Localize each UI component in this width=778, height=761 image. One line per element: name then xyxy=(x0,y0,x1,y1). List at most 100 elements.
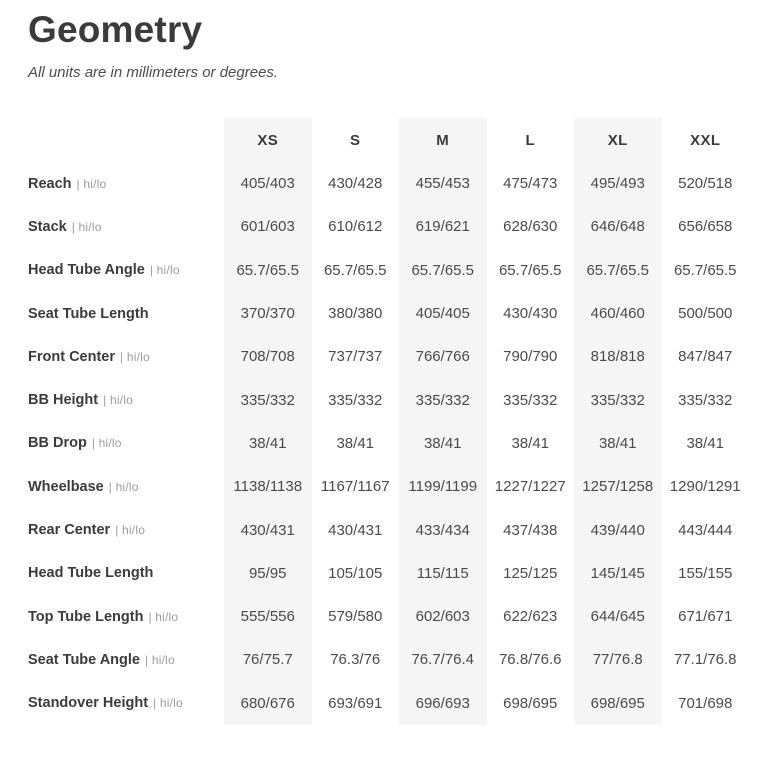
table-cell: 38/41 xyxy=(686,434,725,452)
table-cell: 38/41 xyxy=(224,421,312,466)
row-label-hilo-suffix: | hi/lo xyxy=(120,349,150,364)
row-label: Stack | hi/lo xyxy=(28,205,224,248)
row-label-hilo-suffix: | hi/lo xyxy=(145,652,175,667)
row-label: BB Drop | hi/lo xyxy=(28,422,224,465)
row-label: Seat Tube Angle | hi/lo xyxy=(28,638,224,681)
row-label-hilo-suffix: | hi/lo xyxy=(108,479,139,494)
row-label-hilo-suffix: | hi/lo xyxy=(71,219,102,234)
table-cell: 818/818 xyxy=(574,335,662,379)
table-cell: 370/370 xyxy=(224,291,312,336)
table-cell: 335/332 xyxy=(328,391,383,409)
row-label-hilo-suffix: | hi/lo xyxy=(148,609,179,624)
row-label-hilo-suffix: | hi/lo xyxy=(115,523,146,538)
table-cell: 77/76.8 xyxy=(574,638,662,682)
table-cell: 65.7/65.5 xyxy=(574,248,662,292)
row-label-hilo-suffix: | hi/lo xyxy=(76,176,107,191)
table-cell: 579/580 xyxy=(328,608,383,626)
row-label: Top Tube Length | hi/lo xyxy=(28,595,224,638)
table-cell: 335/332 xyxy=(224,378,312,422)
page-subtitle: All units are in millimeters or degrees. xyxy=(28,64,279,81)
table-cell: 766/766 xyxy=(399,335,487,379)
table-cell: 443/444 xyxy=(678,521,733,539)
table-cell: 38/41 xyxy=(399,421,487,466)
size-header-xs: XS xyxy=(224,118,312,162)
table-cell: 335/332 xyxy=(678,391,733,409)
table-cell: 601/603 xyxy=(224,205,312,249)
row-label: Head Tube Length xyxy=(28,552,224,595)
table-row: Wheelbase | hi/lo 1138/1138 1167/1167 1199/1… xyxy=(28,465,750,509)
row-label-hilo-suffix: | hi/lo xyxy=(149,263,180,278)
table-cell: 430/430 xyxy=(503,305,558,323)
table-cell: 646/648 xyxy=(574,205,662,249)
table-cell: 693/691 xyxy=(328,694,383,712)
table-cell: 405/405 xyxy=(399,291,487,336)
row-label-text: Stack xyxy=(28,218,67,235)
header-label-spacer xyxy=(28,118,224,162)
table-cell: 500/500 xyxy=(678,305,733,323)
table-cell: 1290/1291 xyxy=(669,478,741,496)
table-cell: 38/41 xyxy=(574,421,662,466)
table-row: Stack | hi/lo 601/603 610/612 619/621 628/630… xyxy=(28,205,750,249)
row-label: Standover Height | hi/lo xyxy=(28,682,224,725)
row-label-text: Standover Height xyxy=(28,695,149,712)
table-cell: 610/612 xyxy=(328,218,383,236)
table-cell: 671/671 xyxy=(678,608,733,626)
table-cell: 65.7/65.5 xyxy=(224,248,312,292)
table-cell: 76.7/76.4 xyxy=(399,638,487,682)
table-row: Head Tube Length 95/95 105/105 115/115 125/1… xyxy=(28,551,750,595)
size-header-xl: XL xyxy=(574,118,662,162)
table-cell: 698/695 xyxy=(574,681,662,725)
table-cell: 701/698 xyxy=(678,694,733,712)
row-label: Wheelbase | hi/lo xyxy=(28,465,224,508)
row-label: Front Center | hi/lo xyxy=(28,335,224,378)
page-title: Geometry xyxy=(28,9,203,50)
table-cell: 1138/1138 xyxy=(224,465,312,509)
row-label-text: Seat Tube Angle xyxy=(28,651,140,668)
table-header-row: XS S M L XL XXL xyxy=(28,118,750,162)
table-cell: 555/556 xyxy=(224,594,312,639)
table-cell: 65.7/65.5 xyxy=(399,248,487,292)
table-cell: 656/658 xyxy=(678,218,733,236)
table-cell: 628/630 xyxy=(503,218,558,236)
table-cell: 380/380 xyxy=(328,305,383,323)
row-label: Reach | hi/lo xyxy=(28,162,224,205)
geometry-page: Geometry All units are in millimeters or… xyxy=(28,9,750,729)
table-cell: 38/41 xyxy=(336,434,375,452)
row-label-text: BB Drop xyxy=(28,435,87,452)
table-cell: 619/621 xyxy=(399,205,487,249)
table-cell: 437/438 xyxy=(503,521,558,539)
table-cell: 76/75.7 xyxy=(224,638,312,682)
row-label-hilo-suffix: | hi/lo xyxy=(103,393,133,408)
table-cell: 145/145 xyxy=(574,551,662,595)
size-header-m: M xyxy=(399,118,487,162)
table-row: Head Tube Angle | hi/lo 65.7/65.5 65.7/65.5… xyxy=(28,248,750,292)
table-cell: 405/403 xyxy=(224,162,312,206)
table-cell: 430/428 xyxy=(328,175,383,193)
geometry-table: XS S M L XL XXL Reach | hi/lo 405/403 430/428 455… xyxy=(28,118,750,729)
table-cell: 602/603 xyxy=(399,594,487,639)
table-cell: 430/431 xyxy=(224,508,312,552)
row-label-text: Wheelbase xyxy=(28,478,104,495)
row-label: BB Height | hi/lo xyxy=(28,378,224,421)
row-label-hilo-suffix: | hi/lo xyxy=(153,696,183,711)
table-cell: 1167/1167 xyxy=(320,478,390,496)
table-cell: 65.7/65.5 xyxy=(498,261,562,279)
table-cell: 622/623 xyxy=(503,608,558,626)
table-cell: 430/431 xyxy=(328,521,383,539)
table-cell: 335/332 xyxy=(503,391,558,409)
table-row: Reach | hi/lo 405/403 430/428 455/453 475/473… xyxy=(28,162,750,206)
row-label-text: Front Center xyxy=(28,348,115,365)
table-cell: 155/155 xyxy=(678,564,733,582)
row-label-text: Top Tube Length xyxy=(28,608,144,625)
size-header-xxl: XXL xyxy=(690,131,721,149)
table-row: BB Height | hi/lo 335/332 335/332 335/332 335… xyxy=(28,378,750,422)
row-label-text: Rear Center xyxy=(28,522,111,539)
row-label-hilo-suffix: | hi/lo xyxy=(91,436,122,451)
table-body: Reach | hi/lo 405/403 430/428 455/453 475/473… xyxy=(28,162,750,725)
table-row: Front Center | hi/lo 708/708 737/737 766/766… xyxy=(28,335,750,379)
table-cell: 1199/1199 xyxy=(399,465,487,509)
table-cell: 737/737 xyxy=(328,348,383,366)
table-cell: 495/493 xyxy=(574,162,662,206)
table-cell: 644/645 xyxy=(574,594,662,639)
table-cell: 698/695 xyxy=(503,694,558,712)
